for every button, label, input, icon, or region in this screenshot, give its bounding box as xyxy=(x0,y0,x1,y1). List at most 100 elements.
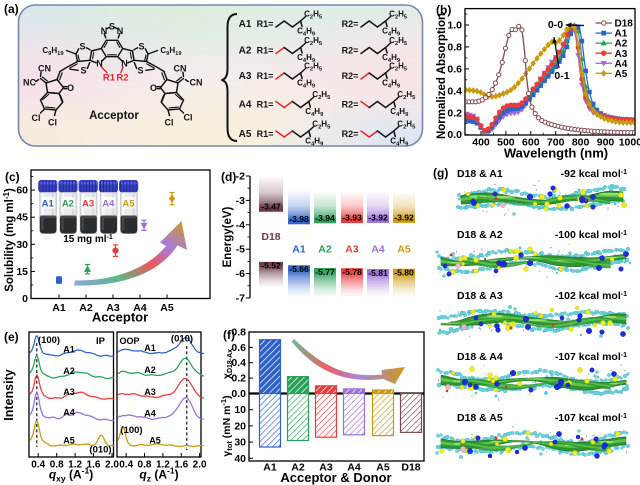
svg-text:qxy (A-1): qxy (A-1) xyxy=(49,466,93,484)
svg-text:-5.77: -5.77 xyxy=(315,267,335,277)
svg-text:OOP: OOP xyxy=(120,336,140,346)
svg-text:S: S xyxy=(109,22,115,32)
svg-text:Acceptor: Acceptor xyxy=(92,310,148,325)
svg-text:R1: R1 xyxy=(103,73,116,84)
svg-text:C2H5: C2H5 xyxy=(304,36,323,47)
svg-text:-5.66: -5.66 xyxy=(289,264,309,274)
svg-text:20: 20 xyxy=(234,420,246,432)
svg-text:R2=: R2= xyxy=(342,46,359,56)
svg-text:C4H9: C4H9 xyxy=(390,137,409,148)
svg-text:0.4: 0.4 xyxy=(119,460,133,471)
svg-text:A3: A3 xyxy=(63,387,75,397)
svg-text:Intensity: Intensity xyxy=(2,369,16,420)
svg-text:O: O xyxy=(67,83,74,93)
svg-text:C4H9: C4H9 xyxy=(297,53,316,64)
svg-text:C4H9: C4H9 xyxy=(382,79,401,90)
svg-text:IP: IP xyxy=(96,336,106,347)
svg-text:-2: -2 xyxy=(236,171,245,183)
svg-text:N: N xyxy=(121,59,128,69)
svg-text:-107 kcal mol-1: -107 kcal mol-1 xyxy=(555,412,627,424)
svg-text:(010): (010) xyxy=(171,334,193,345)
svg-text:A2: A2 xyxy=(239,46,252,57)
svg-text:C4H9: C4H9 xyxy=(305,137,324,148)
svg-text:S: S xyxy=(80,65,86,75)
svg-text:A1: A1 xyxy=(239,19,252,30)
svg-text:R1=: R1= xyxy=(257,129,274,139)
svg-text:R2=: R2= xyxy=(342,71,359,81)
svg-text:-3: -3 xyxy=(236,195,245,207)
svg-text:D18 & A4: D18 & A4 xyxy=(457,351,503,363)
svg-text:0.2: 0.2 xyxy=(447,107,462,119)
svg-text:A3: A3 xyxy=(144,387,156,397)
svg-text:A1: A1 xyxy=(263,462,277,474)
svg-text:A3: A3 xyxy=(345,244,359,256)
svg-text:C4H9: C4H9 xyxy=(390,107,409,118)
svg-text:Cl: Cl xyxy=(48,118,57,128)
svg-text:(b): (b) xyxy=(436,3,451,17)
svg-text:A2: A2 xyxy=(291,462,305,474)
svg-text:C2H5: C2H5 xyxy=(304,62,323,73)
svg-text:C4H9: C4H9 xyxy=(382,27,401,38)
svg-text:0.4: 0.4 xyxy=(231,357,246,369)
svg-text:-5.78: -5.78 xyxy=(342,267,362,277)
svg-text:0.8: 0.8 xyxy=(231,327,246,339)
svg-text:A1: A1 xyxy=(63,345,75,355)
svg-text:CN: CN xyxy=(190,78,203,88)
svg-text:1000: 1000 xyxy=(619,137,640,149)
svg-text:700: 700 xyxy=(547,137,565,149)
svg-text:C4H9: C4H9 xyxy=(382,53,401,64)
svg-text:0.8: 0.8 xyxy=(447,41,462,53)
svg-text:Acceptor: Acceptor xyxy=(89,110,139,122)
svg-text:A1: A1 xyxy=(144,343,156,353)
svg-text:S: S xyxy=(137,65,143,75)
svg-text:R2=: R2= xyxy=(342,129,359,139)
svg-text:(100): (100) xyxy=(120,425,142,436)
svg-text:-3.94: -3.94 xyxy=(315,213,335,223)
svg-text:CN: CN xyxy=(38,64,51,74)
svg-text:1.0: 1.0 xyxy=(447,20,462,32)
svg-text:-5.52: -5.52 xyxy=(261,261,281,271)
svg-text:45: 45 xyxy=(16,212,28,224)
svg-text:C2H5: C2H5 xyxy=(389,10,408,21)
svg-text:2.0: 2.0 xyxy=(193,460,207,471)
svg-text:C9H19: C9H19 xyxy=(42,46,64,57)
svg-text:Normalized Absorption: Normalized Absorption xyxy=(436,13,448,139)
svg-text:15: 15 xyxy=(16,266,28,278)
svg-text:Cl: Cl xyxy=(165,118,174,128)
svg-text:R2: R2 xyxy=(116,73,128,84)
svg-text:-102 kcal mol-1: -102 kcal mol-1 xyxy=(555,290,627,302)
svg-text:A4: A4 xyxy=(133,302,147,314)
svg-text:800: 800 xyxy=(572,137,590,149)
svg-text:NC: NC xyxy=(23,78,36,88)
svg-text:C4H9: C4H9 xyxy=(297,79,316,90)
svg-text:A5: A5 xyxy=(160,302,174,314)
svg-text:D18: D18 xyxy=(401,462,420,474)
svg-text:(d): (d) xyxy=(221,170,236,184)
svg-text:Cl: Cl xyxy=(184,113,193,123)
svg-text:O: O xyxy=(150,83,157,93)
svg-text:A5: A5 xyxy=(63,436,75,446)
svg-text:0.0: 0.0 xyxy=(447,129,462,141)
svg-text:C4H9: C4H9 xyxy=(305,107,324,118)
svg-text:S: S xyxy=(79,42,85,52)
svg-text:qz (A-1): qz (A-1) xyxy=(139,466,178,484)
svg-text:0.8: 0.8 xyxy=(138,460,152,471)
svg-text:A5: A5 xyxy=(397,244,411,256)
svg-text:0-1: 0-1 xyxy=(554,70,569,82)
svg-text:0.4: 0.4 xyxy=(31,460,45,471)
svg-text:S: S xyxy=(138,42,144,52)
svg-text:-5: -5 xyxy=(236,244,245,256)
svg-text:A5: A5 xyxy=(149,436,161,446)
svg-text:1.6: 1.6 xyxy=(174,460,188,471)
svg-text:CN: CN xyxy=(174,64,187,74)
svg-text:A5: A5 xyxy=(122,199,135,210)
svg-text:R1=: R1= xyxy=(257,71,274,81)
svg-text:C4H9: C4H9 xyxy=(297,27,316,38)
svg-text:Solubility (mg ml-1): Solubility (mg ml-1) xyxy=(2,188,17,292)
svg-text:-5.81: -5.81 xyxy=(368,268,388,278)
svg-text:-5.80: -5.80 xyxy=(394,268,414,278)
svg-text:D18 & A1: D18 & A1 xyxy=(457,168,503,180)
svg-text:15 mg ml-1: 15 mg ml-1 xyxy=(63,234,113,246)
svg-text:0.6: 0.6 xyxy=(447,63,462,75)
svg-text:Cl: Cl xyxy=(32,113,41,123)
